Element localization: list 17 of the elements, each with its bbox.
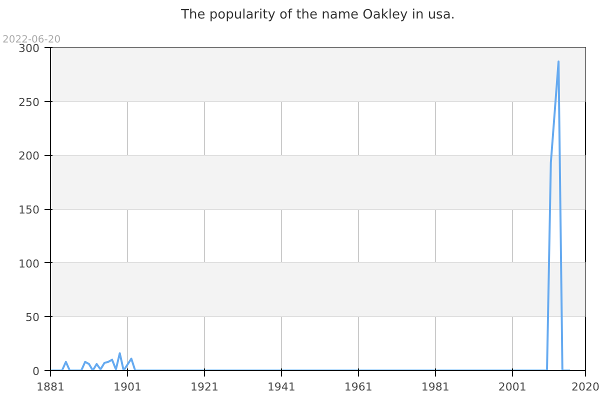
x-tick-label: 1981 (421, 380, 450, 394)
x-tick-label: 1901 (113, 380, 142, 394)
x-tick-label: 1961 (344, 380, 372, 394)
y-tick-label: 0 (32, 365, 40, 378)
x-tick-label: 2020 (572, 380, 600, 394)
y-tick-label: 300 (18, 42, 40, 55)
line-series (50, 60, 572, 370)
y-tick-label: 250 (18, 96, 40, 109)
x-tick-label: 1921 (190, 380, 218, 394)
x-tick-label: 1941 (267, 380, 296, 394)
x-tick-label: 2001 (498, 380, 526, 394)
x-tick-label: 1881 (36, 380, 65, 394)
chart-title: The popularity of the name Oakley in usa. (180, 8, 455, 22)
y-tick-label: 200 (18, 150, 40, 163)
y-tick-label: 100 (18, 257, 40, 270)
y-tick-label: 50 (26, 311, 40, 324)
y-tick-label: 150 (18, 204, 40, 216)
